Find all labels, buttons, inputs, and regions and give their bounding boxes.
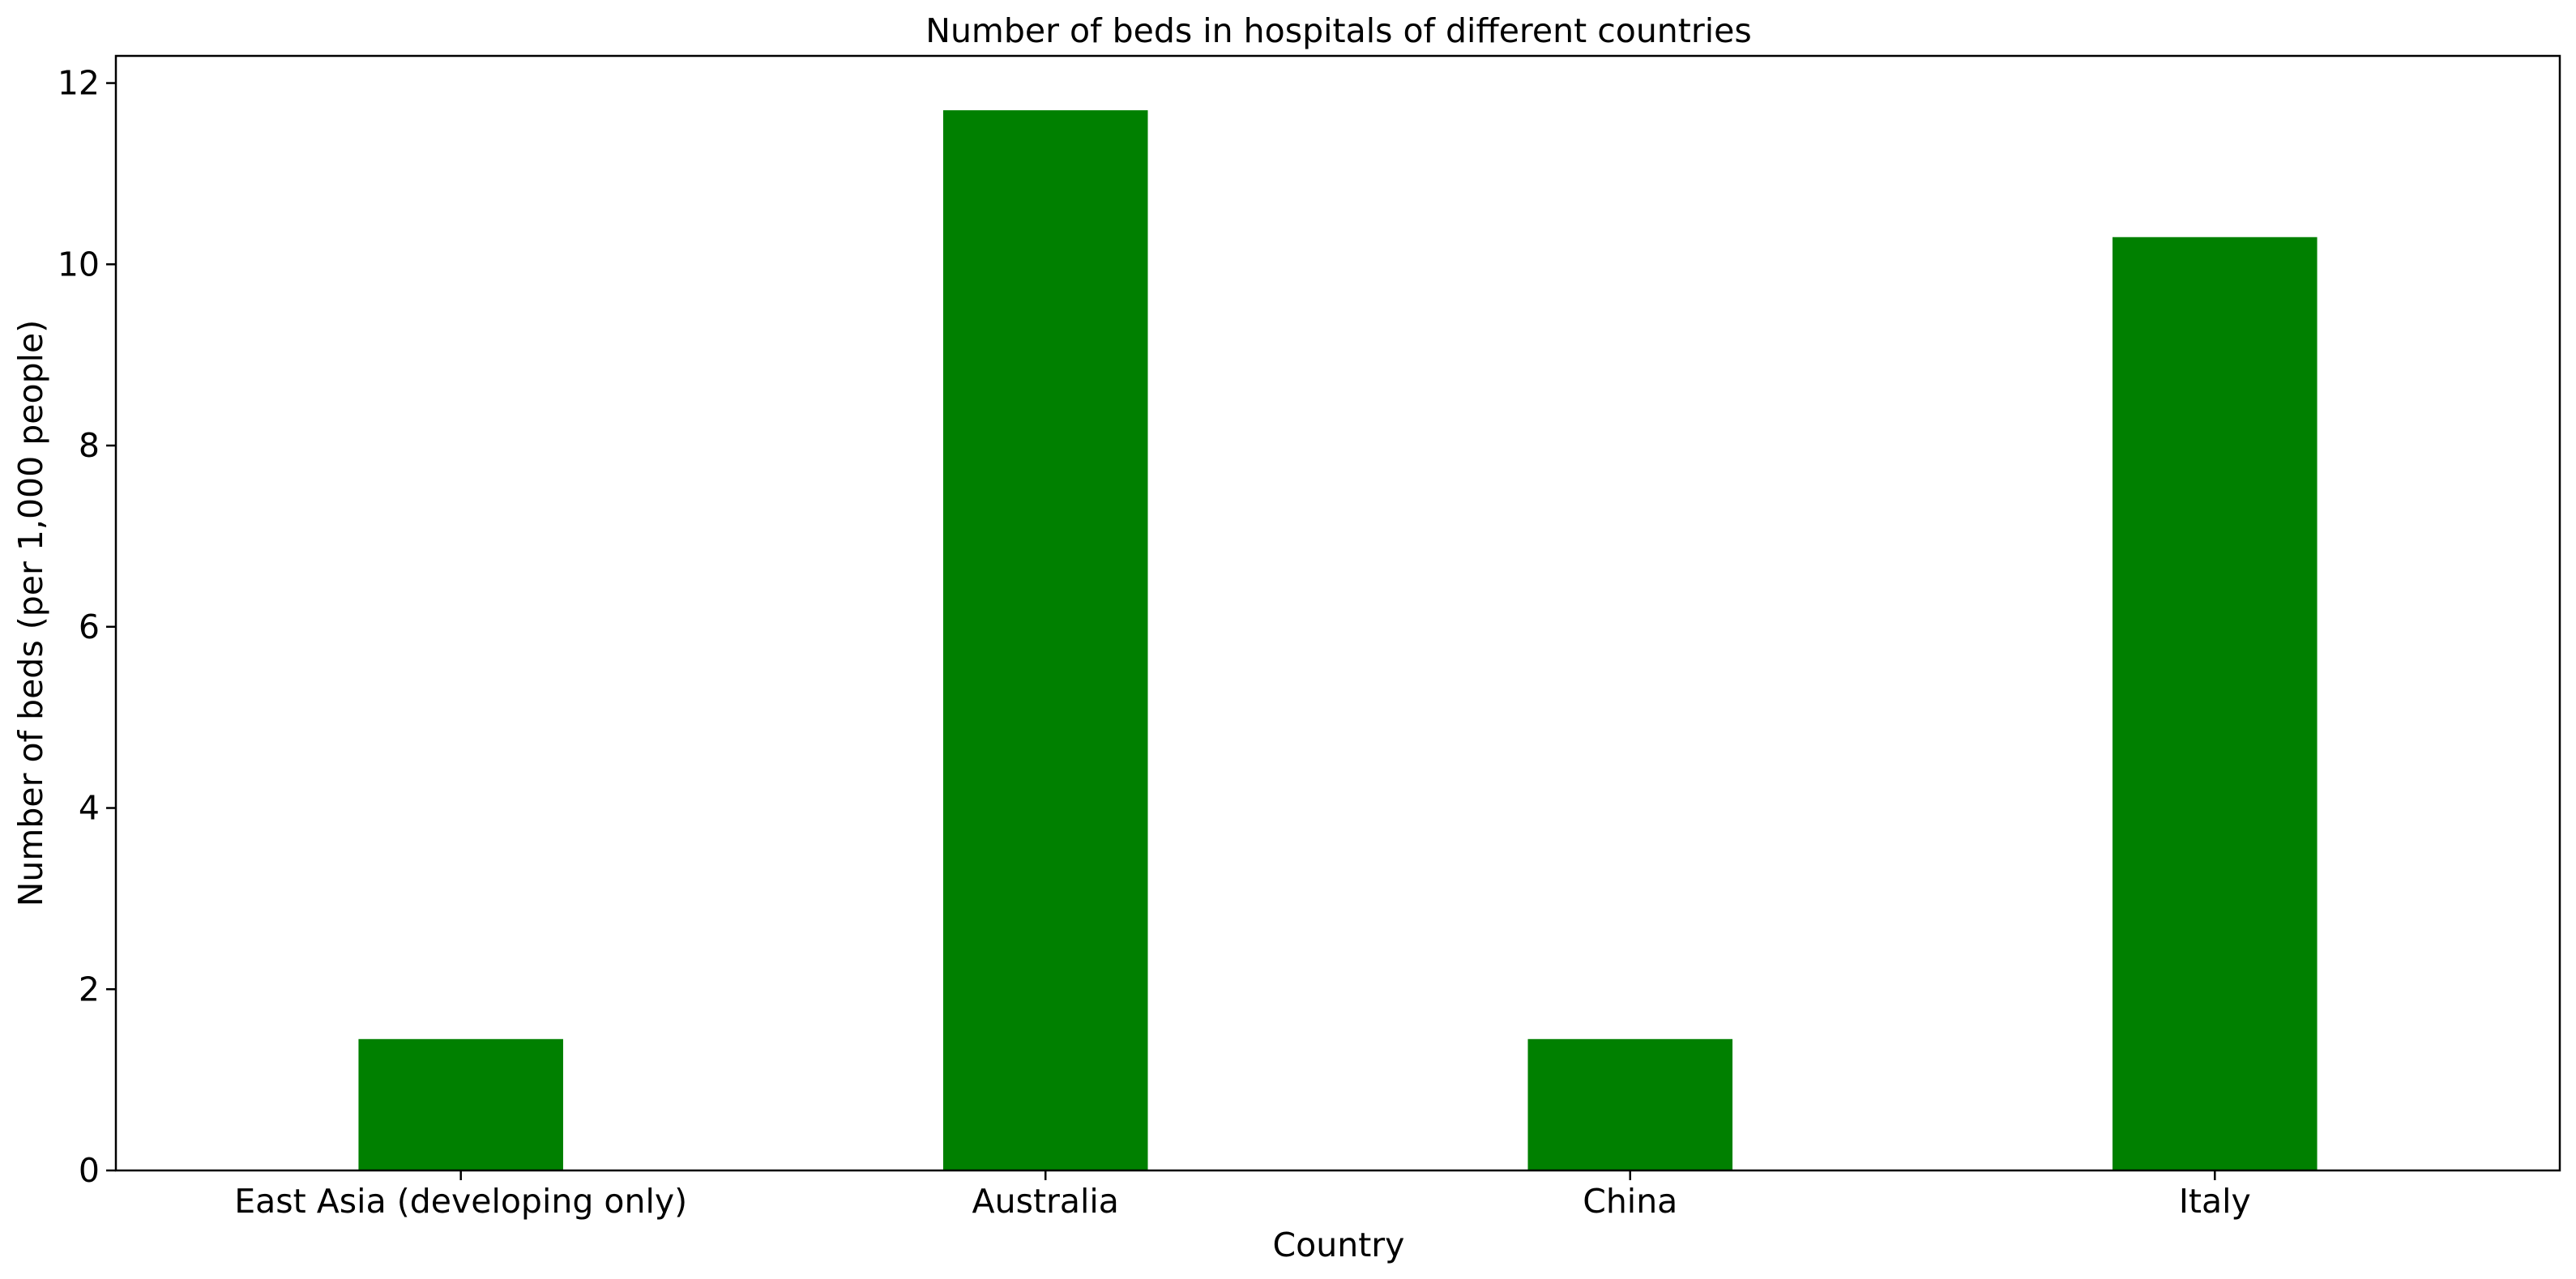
bar [358, 1038, 563, 1170]
x-axis: East Asia (developing only) Australia Chin… [234, 1170, 2251, 1221]
bar [2112, 237, 2318, 1170]
bars-group [358, 110, 2318, 1170]
y-tick-label: 8 [79, 426, 100, 465]
y-tick-label: 0 [79, 1151, 100, 1190]
y-tick-label: 10 [58, 245, 100, 284]
x-tick-label: East Asia (developing only) [234, 1182, 687, 1221]
chart-title: Number of beds in hospitals of different… [925, 11, 1751, 50]
x-tick-label: Australia [972, 1182, 1119, 1221]
y-axis-label: Number of beds (per 1,000 people) [11, 320, 50, 906]
y-tick-label: 4 [79, 789, 100, 828]
y-tick-label: 2 [79, 970, 100, 1008]
plot-frame [114, 54, 2561, 1172]
x-tick-label: China [1583, 1182, 1677, 1221]
y-tick-label: 6 [79, 608, 100, 646]
x-tick-label: Italy [2179, 1182, 2251, 1221]
bar [942, 110, 1148, 1170]
y-tick-label: 12 [58, 64, 100, 103]
y-axis: 0 2 4 6 8 10 12 [58, 64, 116, 1190]
bar [1527, 1038, 1733, 1170]
x-axis-label: Country [1273, 1226, 1405, 1264]
